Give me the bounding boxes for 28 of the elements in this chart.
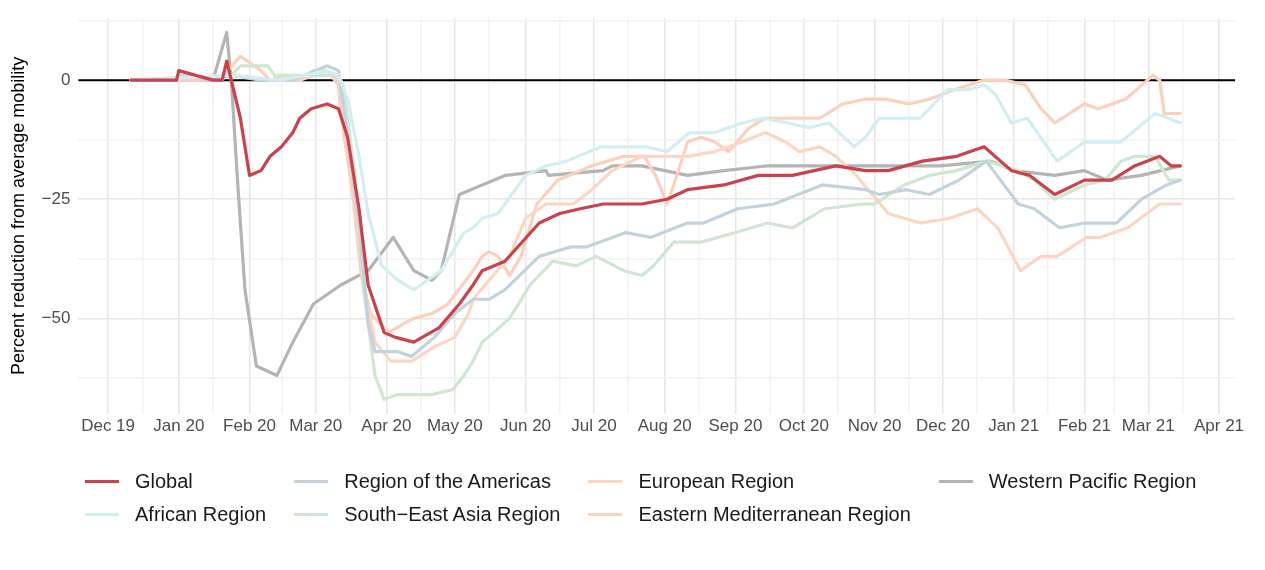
x-tick-label: Nov 20 bbox=[847, 416, 902, 436]
y-tick-label: −25 bbox=[41, 188, 71, 208]
x-tick-label: Dec 19 bbox=[81, 416, 136, 436]
y-tick-label: −50 bbox=[41, 308, 71, 328]
legend-label: European Region bbox=[638, 470, 795, 493]
legend-label: Global bbox=[135, 470, 193, 493]
x-tick-label: Apr 20 bbox=[361, 416, 412, 436]
legend-label: African Region bbox=[135, 503, 267, 526]
legend-label: South−East Asia Region bbox=[344, 503, 561, 526]
x-tick-label: Jan 20 bbox=[153, 416, 205, 436]
x-tick-label: Aug 20 bbox=[637, 416, 692, 436]
y-axis-title: Percent reduction from average mobility bbox=[7, 56, 28, 375]
x-tick-label: Feb 20 bbox=[223, 416, 276, 436]
x-tick-label: May 20 bbox=[426, 416, 483, 436]
x-tick-label: Feb 21 bbox=[1057, 416, 1111, 436]
legend-label: Eastern Mediterranean Region bbox=[638, 503, 911, 526]
x-tick-label: Jun 20 bbox=[500, 416, 552, 436]
x-tick-label: Oct 20 bbox=[778, 416, 829, 436]
x-tick-label: Jan 21 bbox=[988, 416, 1040, 436]
y-tick-label: 0 bbox=[60, 69, 71, 89]
x-tick-label: Mar 21 bbox=[1121, 416, 1175, 436]
x-tick-label: Dec 20 bbox=[916, 416, 970, 436]
x-tick-label: Apr 21 bbox=[1193, 416, 1245, 436]
legend-label: Region of the Americas bbox=[344, 470, 551, 493]
legend-label: Western Pacific Region bbox=[988, 470, 1197, 493]
x-tick-label: Jul 20 bbox=[571, 416, 617, 436]
x-tick-label: Mar 20 bbox=[289, 416, 343, 436]
x-tick-label: Sep 20 bbox=[708, 416, 763, 436]
